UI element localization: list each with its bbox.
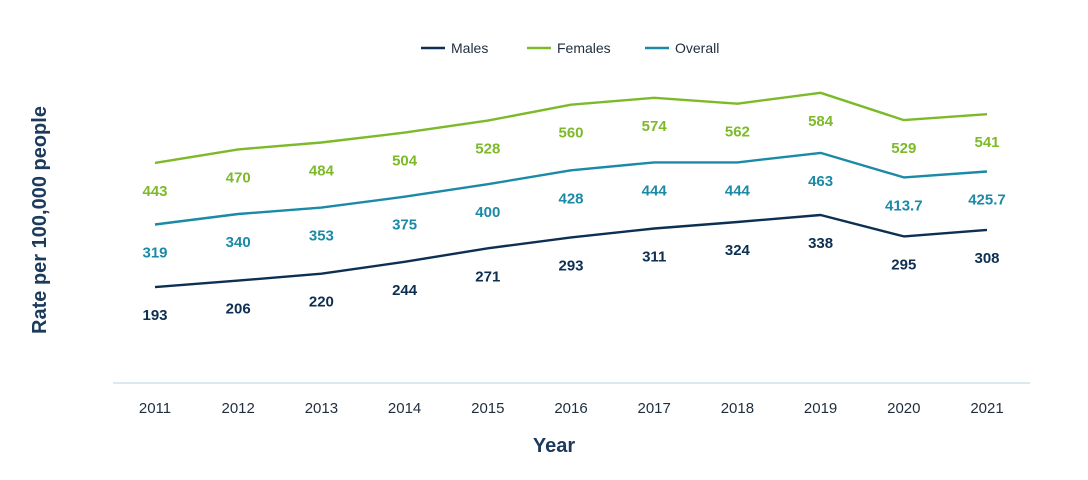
x-tick-2020: 2020 — [887, 400, 920, 417]
data-label-overall-2019: 463 — [808, 173, 833, 190]
data-label-males-2020: 295 — [891, 256, 916, 273]
legend-label-females: Females — [557, 40, 611, 56]
data-label-males-2013: 220 — [309, 294, 334, 311]
data-label-overall-2021: 425.7 — [968, 191, 1006, 208]
series-line-males — [154, 213, 988, 289]
x-tick-2014: 2014 — [388, 400, 421, 417]
data-label-females-2015: 528 — [475, 141, 500, 158]
x-tick-2017: 2017 — [638, 400, 671, 417]
data-label-males-2012: 206 — [226, 301, 251, 318]
data-label-males-2015: 271 — [475, 268, 500, 285]
x-tick-2015: 2015 — [471, 400, 504, 417]
data-label-females-2012: 470 — [226, 169, 251, 186]
data-label-overall-2020: 413.7 — [885, 197, 923, 214]
x-tick-2019: 2019 — [804, 400, 837, 417]
data-label-overall-2018: 444 — [725, 182, 751, 199]
legend: Males Females Overall — [421, 40, 719, 56]
series-line-overall — [154, 151, 988, 226]
data-label-overall-2014: 375 — [392, 217, 417, 234]
x-tick-2012: 2012 — [222, 400, 255, 417]
data-label-females-2014: 504 — [392, 153, 418, 170]
data-label-overall-2016: 428 — [558, 190, 583, 207]
x-axis-title: Year — [533, 435, 575, 457]
data-label-males-2011: 193 — [142, 307, 167, 324]
series-line-females — [154, 91, 988, 165]
data-label-females-2021: 541 — [974, 134, 999, 151]
x-tick-2013: 2013 — [305, 400, 338, 417]
y-axis-title: Rate per 100,000 people — [29, 106, 51, 334]
data-label-overall-2017: 444 — [642, 182, 668, 199]
data-label-males-2021: 308 — [974, 250, 999, 267]
data-label-males-2014: 244 — [392, 282, 418, 299]
x-tick-2018: 2018 — [721, 400, 754, 417]
data-label-males-2017: 311 — [642, 248, 666, 265]
data-labels: 193 206 220 244 271 293 311 324 338 295 308 443 470 4… — [142, 113, 1005, 324]
data-label-females-2011: 443 — [142, 183, 167, 200]
data-label-males-2019: 338 — [808, 235, 833, 252]
data-label-males-2018: 324 — [725, 242, 751, 259]
series-lines — [154, 91, 988, 289]
data-label-overall-2011: 319 — [142, 244, 167, 261]
legend-label-overall: Overall — [675, 40, 719, 56]
data-label-females-2017: 574 — [642, 118, 668, 135]
legend-label-males: Males — [451, 40, 488, 56]
x-tick-2021: 2021 — [970, 400, 1003, 417]
data-label-females-2020: 529 — [891, 140, 916, 157]
x-tick-2011: 2011 — [139, 400, 171, 417]
data-label-females-2018: 562 — [725, 124, 750, 141]
data-label-males-2016: 293 — [558, 257, 583, 274]
data-label-females-2016: 560 — [558, 125, 583, 142]
data-label-females-2013: 484 — [309, 162, 335, 179]
x-tick-2016: 2016 — [554, 400, 587, 417]
data-label-overall-2015: 400 — [475, 204, 500, 221]
data-label-overall-2013: 353 — [309, 228, 334, 245]
x-tick-labels: 2011 2012 2013 2014 2015 2016 2017 2018 2019 2020… — [139, 400, 1004, 417]
data-label-females-2019: 584 — [808, 113, 834, 130]
data-label-overall-2012: 340 — [226, 234, 251, 251]
